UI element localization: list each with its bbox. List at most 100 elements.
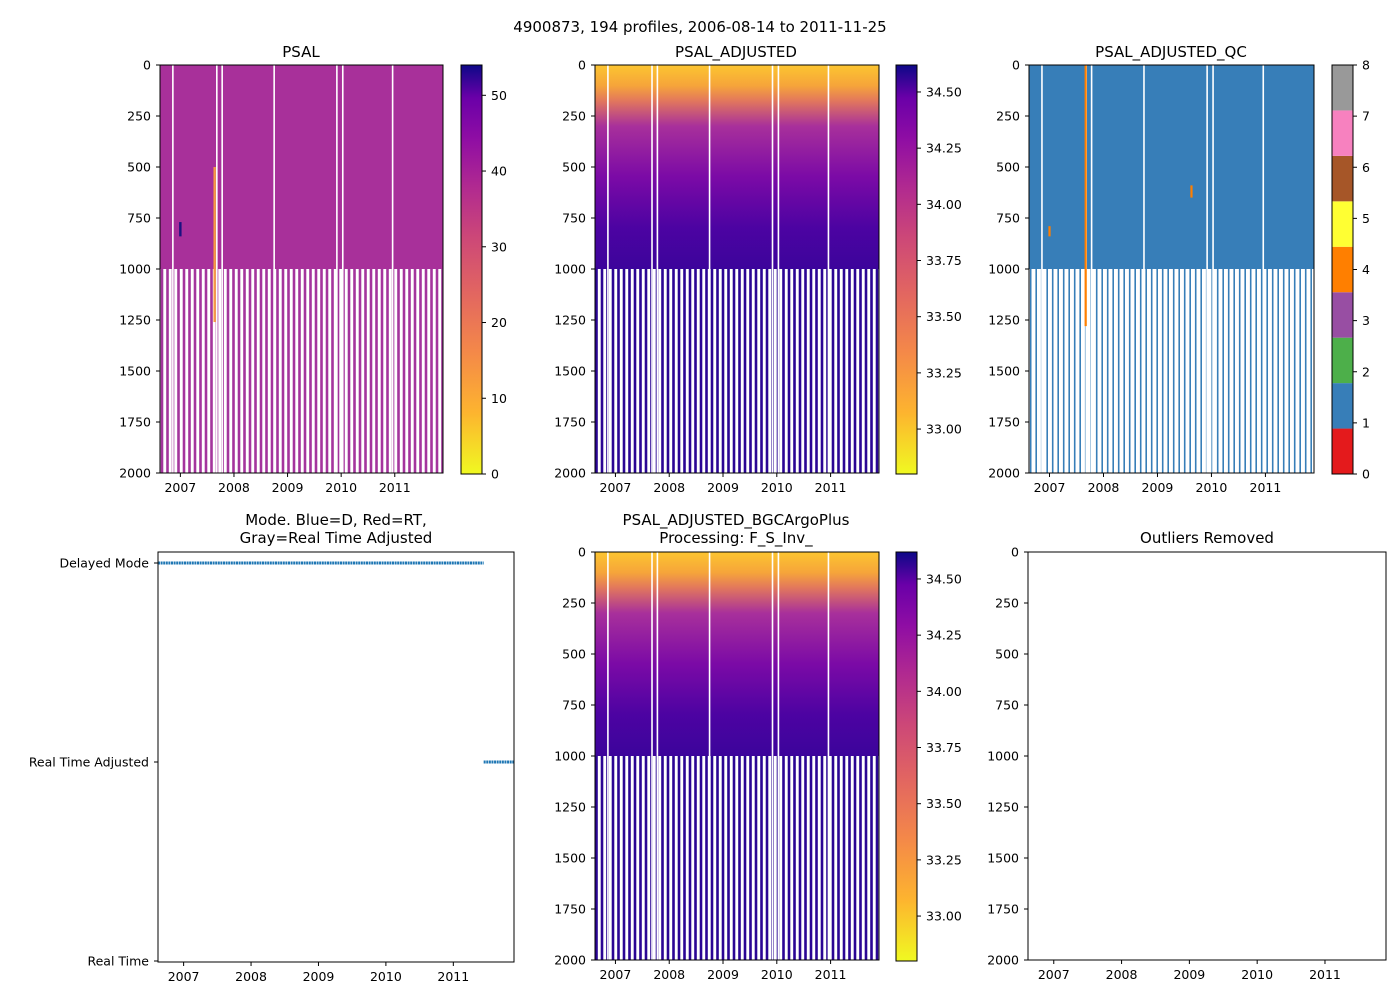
mode-y-tick-label: Real Time Adjusted — [29, 755, 149, 770]
panel-psal-bgc-title-line-1: PSAL_ADJUSTED_BGCArgoPlus — [623, 511, 850, 530]
qc-flag-4-mark — [1084, 65, 1087, 327]
qc-colorbar — [1331, 64, 1354, 475]
figure-suptitle: 4900873, 194 profiles, 2006-08-14 to 201… — [513, 18, 886, 36]
psal-bgc-x-tick-label: 2009 — [707, 967, 739, 982]
psal-adjusted-colorbar-tick-label: 33.50 — [926, 309, 962, 324]
psal-colorbar-tick-label: 10 — [491, 391, 507, 406]
psal-bgc-colorbar-tick-label: 33.75 — [926, 740, 962, 755]
psal-adjusted-y-tick-label: 1750 — [554, 415, 586, 430]
psal-adjusted-y-tick-label: 0 — [578, 58, 586, 73]
psal-bgc-colorbar-tick-label: 33.00 — [926, 909, 962, 924]
psal-adjusted-colorbar-tick-label: 33.75 — [926, 253, 962, 268]
psal-bgc-y-tick-label: 2000 — [554, 953, 586, 968]
psal-bgc-y-tick-label: 1250 — [554, 800, 586, 815]
qc-colorbar-tick-label: 0 — [1362, 467, 1370, 482]
panel-psal-title: PSAL — [282, 43, 320, 61]
psal-adjusted-y-tick-label: 500 — [562, 160, 586, 175]
outliers-y-tick-label: 750 — [995, 698, 1019, 713]
psal-x-tick-label: 2008 — [218, 480, 250, 495]
psal-adjusted-qc-y-tick-label: 1750 — [988, 415, 1020, 430]
psal-adjusted-y-tick-label: 750 — [562, 211, 586, 226]
psal-adjusted-y-tick-label: 1500 — [554, 364, 586, 379]
qc-colorbar-segment-4 — [1332, 246, 1353, 293]
panel-psal-bgc: PSAL_ADJUSTED_BGCArgoPlus Processing: F_… — [554, 511, 962, 982]
panel-mode-title-line-2: Gray=Real Time Adjusted — [240, 529, 433, 547]
psal-adjusted-qc-y-tick-label: 250 — [996, 109, 1020, 124]
psal-adjusted-qc-x-tick-label: 2011 — [1250, 480, 1282, 495]
psal-bgc-heatmap — [595, 552, 879, 960]
psal-bgc-upper-field — [595, 552, 879, 756]
qc-colorbar-segment-6 — [1332, 155, 1353, 202]
psal-adjusted-qc-y-tick-label: 1250 — [988, 313, 1020, 328]
qc-colorbar-tick-label: 7 — [1362, 109, 1370, 124]
qc-colorbar-tick-label: 3 — [1362, 313, 1370, 328]
outliers-y-tick-label: 1500 — [987, 851, 1019, 866]
psal-adjusted-qc-y-tick-label: 2000 — [988, 466, 1020, 481]
psal-low-value-streak — [213, 167, 216, 323]
psal-high-value-spike — [179, 222, 182, 237]
psal-colorbar-tick-label: 20 — [491, 315, 507, 330]
psal-adjusted-x-tick-label: 2007 — [600, 480, 632, 495]
psal-bgc-x-tick-label: 2008 — [653, 967, 685, 982]
qc-colorbar-segment-7 — [1332, 110, 1353, 156]
mode-x-tick-label: 2009 — [303, 969, 335, 984]
mode-y-tick-label: Real Time — [87, 954, 149, 969]
panel-mode: Mode. Blue=D, Red=RT, Gray=Real Time Adj… — [29, 511, 515, 984]
psal-lower-striped-field — [160, 269, 443, 473]
panel-psal-bgc-title-line-2: Processing: F_S_Inv_ — [659, 529, 813, 548]
psal-bgc-y-tick-label: 750 — [562, 698, 586, 713]
psal-bgc-x-tick-label: 2011 — [815, 967, 847, 982]
psal-x-tick-label: 2009 — [272, 480, 304, 495]
psal-adjusted-lower-striped-field — [595, 269, 879, 473]
qc-colorbar-tick-label: 4 — [1362, 262, 1370, 277]
panel-psal: PSAL 2007 2008 2009 2010 2011025050075010001… — [119, 43, 507, 495]
psal-upper-field — [160, 65, 443, 269]
psal-colorbar-tick-label: 30 — [491, 239, 507, 254]
psal-y-tick-label: 2000 — [119, 466, 151, 481]
psal-bgc-y-tick-label: 1750 — [554, 902, 586, 917]
psal-y-tick-label: 1500 — [119, 364, 151, 379]
outliers-y-tick-label: 500 — [995, 647, 1019, 662]
psal-bgc-y-tick-label: 0 — [578, 545, 586, 560]
outliers-x-tick-label: 2008 — [1106, 967, 1138, 982]
psal-adjusted-qc-x-tick-label: 2009 — [1142, 480, 1174, 495]
psal-colorbar-tick-label: 0 — [491, 467, 499, 482]
psal-adjusted-qc-x-tick-label: 2007 — [1034, 480, 1066, 495]
psal-y-tick-label: 0 — [143, 58, 151, 73]
qc-flag-4-mark — [1190, 185, 1193, 198]
psal-adjusted-y-tick-label: 250 — [562, 109, 586, 124]
psal-adjusted-colorbar — [895, 64, 918, 475]
psal-adjusted-qc-heatmap — [1029, 65, 1314, 473]
qc-colorbar-segment-3 — [1332, 292, 1353, 338]
qc-colorbar-tick-label: 5 — [1362, 211, 1370, 226]
psal-colorbar — [460, 64, 483, 475]
psal-adjusted-colorbar-tick-label: 34.25 — [926, 141, 962, 156]
panel-outliers-title: Outliers Removed — [1140, 529, 1274, 547]
psal-bgc-colorbar-tick-label: 33.50 — [926, 796, 962, 811]
psal-adjusted-x-tick-label: 2011 — [815, 480, 847, 495]
psal-y-tick-label: 250 — [127, 109, 151, 124]
qc-flag-4-mark — [1048, 226, 1051, 237]
psal-anomaly-marks — [179, 167, 216, 323]
psal-adjusted-gap-lines — [607, 65, 830, 473]
mode-x-tick-label: 2008 — [235, 969, 267, 984]
psal-bgc-colorbar — [895, 551, 918, 962]
psal-y-tick-label: 500 — [127, 160, 151, 175]
psal-bgc-colorbar-tick-label: 34.25 — [926, 628, 962, 643]
psal-bgc-y-tick-label: 500 — [562, 647, 586, 662]
psal-bgc-gap-lines — [607, 552, 830, 960]
psal-bgc-x-tick-label: 2007 — [600, 967, 632, 982]
outliers-y-tick-label: 1750 — [987, 902, 1019, 917]
psal-colorbar-tick-label: 50 — [491, 88, 507, 103]
psal-bgc-lower-striped-field — [595, 756, 879, 960]
outliers-y-tick-label: 2000 — [987, 953, 1019, 968]
psal-bgc-colorbar-tick-label: 34.50 — [926, 571, 962, 586]
panel-psal-adjusted: PSAL_ADJUSTED 2007 2008 2009 2010 2011 0 250 50… — [554, 43, 962, 495]
psal-colorbar-tick-label: 40 — [491, 164, 507, 179]
psal-x-tick-label: 2010 — [325, 480, 357, 495]
psal-x-tick-label: 2011 — [379, 480, 411, 495]
qc-flag4-marks — [1048, 65, 1193, 327]
psal-y-tick-label: 1000 — [119, 262, 151, 277]
outliers-axes-frame — [1027, 551, 1387, 961]
